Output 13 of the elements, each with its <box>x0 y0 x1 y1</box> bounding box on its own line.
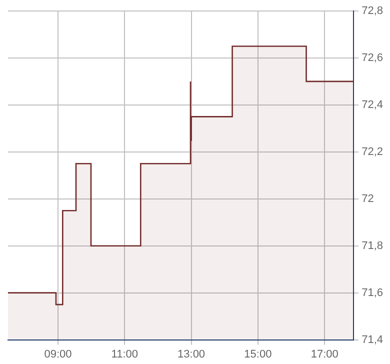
y-tick-label: 72,4 <box>362 98 384 111</box>
y-tick-label: 71,6 <box>362 286 384 299</box>
y-tick-label: 72,2 <box>362 146 384 158</box>
y-tick-label: 72,8 <box>362 5 384 18</box>
x-tick-label: 17:00 <box>310 348 338 360</box>
y-tick-label: 71,8 <box>362 240 384 252</box>
y-tick-label: 71,4 <box>362 334 384 346</box>
x-tick-label: 13:00 <box>178 348 206 360</box>
y-tick-label: 72,6 <box>362 52 384 64</box>
x-tick-label: 09:00 <box>44 348 72 360</box>
y-tick-label: 72 <box>362 192 374 205</box>
x-tick-label: 15:00 <box>244 348 272 360</box>
x-tick-label: 11:00 <box>111 348 138 360</box>
